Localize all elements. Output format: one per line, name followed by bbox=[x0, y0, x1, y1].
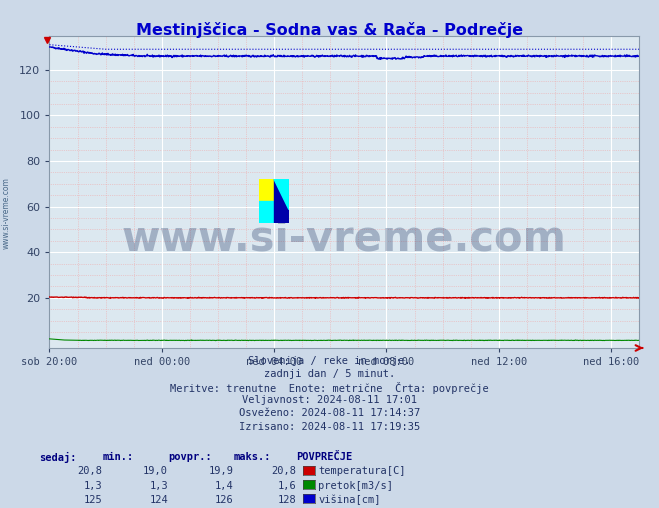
Text: zadnji dan / 5 minut.: zadnji dan / 5 minut. bbox=[264, 369, 395, 379]
Text: min.:: min.: bbox=[102, 452, 133, 462]
Text: temperatura[C]: temperatura[C] bbox=[318, 466, 406, 477]
Text: www.si-vreme.com: www.si-vreme.com bbox=[2, 177, 11, 249]
Text: Izrisano: 2024-08-11 17:19:35: Izrisano: 2024-08-11 17:19:35 bbox=[239, 422, 420, 432]
Text: 1,3: 1,3 bbox=[84, 481, 102, 491]
Text: 20,8: 20,8 bbox=[272, 466, 297, 477]
Text: 19,0: 19,0 bbox=[143, 466, 168, 477]
Text: 1,4: 1,4 bbox=[215, 481, 234, 491]
Text: 1,3: 1,3 bbox=[150, 481, 168, 491]
Text: Mestinjščica - Sodna vas & Rača - Podrečje: Mestinjščica - Sodna vas & Rača - Podreč… bbox=[136, 22, 523, 38]
Text: Slovenija / reke in morje.: Slovenija / reke in morje. bbox=[248, 356, 411, 366]
Bar bbox=[259, 179, 274, 201]
Text: 128: 128 bbox=[278, 495, 297, 505]
Text: Osveženo: 2024-08-11 17:14:37: Osveženo: 2024-08-11 17:14:37 bbox=[239, 408, 420, 419]
Text: 124: 124 bbox=[150, 495, 168, 505]
Text: Veljavnost: 2024-08-11 17:01: Veljavnost: 2024-08-11 17:01 bbox=[242, 395, 417, 405]
Text: 20,8: 20,8 bbox=[77, 466, 102, 477]
Text: povpr.:: povpr.: bbox=[168, 452, 212, 462]
Bar bbox=[274, 179, 289, 223]
Text: 126: 126 bbox=[215, 495, 234, 505]
Text: 1,6: 1,6 bbox=[278, 481, 297, 491]
Text: 125: 125 bbox=[84, 495, 102, 505]
Text: Meritve: trenutne  Enote: metrične  Črta: povprečje: Meritve: trenutne Enote: metrične Črta: … bbox=[170, 382, 489, 394]
Text: pretok[m3/s]: pretok[m3/s] bbox=[318, 481, 393, 491]
Text: sedaj:: sedaj: bbox=[40, 452, 77, 463]
Text: višina[cm]: višina[cm] bbox=[318, 495, 381, 505]
Polygon shape bbox=[274, 179, 289, 210]
Text: www.si-vreme.com: www.si-vreme.com bbox=[122, 217, 567, 260]
Text: POVPREČJE: POVPREČJE bbox=[297, 452, 353, 462]
Text: maks.:: maks.: bbox=[234, 452, 272, 462]
Text: 19,9: 19,9 bbox=[209, 466, 234, 477]
Bar bbox=[259, 201, 274, 223]
